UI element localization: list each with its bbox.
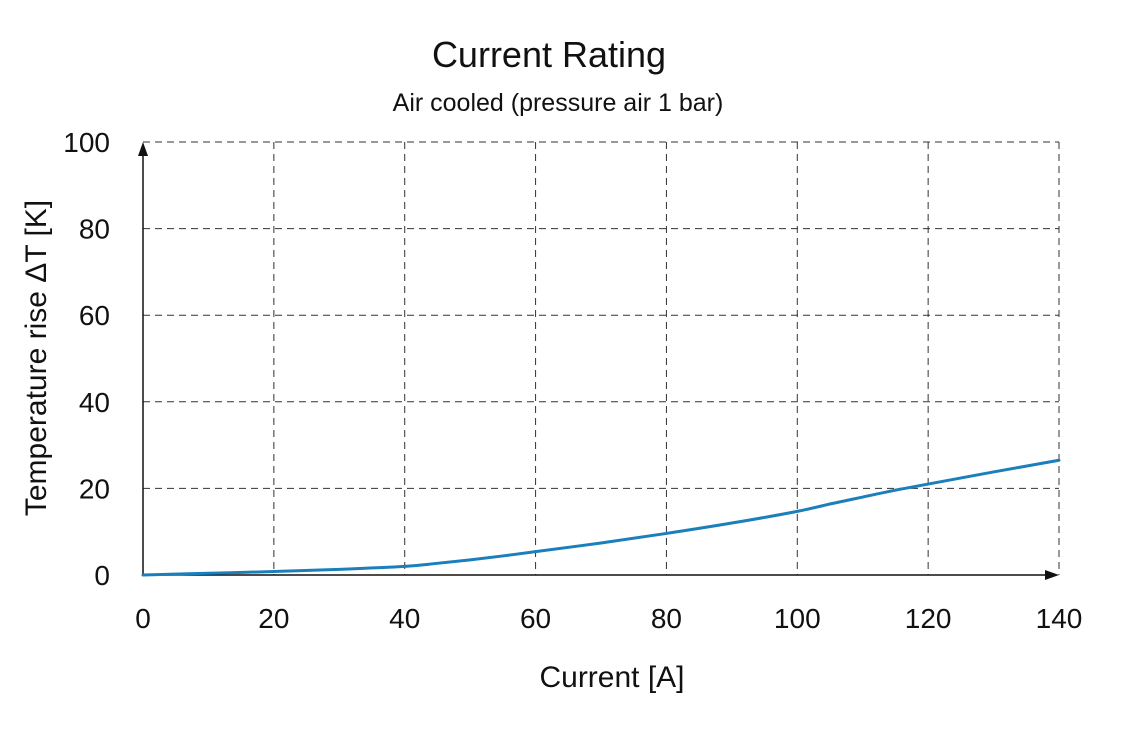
- series-line-0: [141, 458, 1061, 577]
- y-axis-arrow: [138, 142, 148, 156]
- axes: [138, 142, 1059, 580]
- x-tick-label: 140: [1036, 603, 1083, 634]
- x-tick-label: 120: [905, 603, 952, 634]
- y-tick-label: 80: [79, 214, 110, 245]
- x-axis-arrow: [1045, 570, 1059, 580]
- y-tick-label: 40: [79, 387, 110, 418]
- y-tick-label: 60: [79, 300, 110, 331]
- y-axis-label: Temperature rise ΔT [K]: [20, 200, 53, 516]
- x-tick-label: 40: [389, 603, 420, 634]
- data-series: [141, 458, 1061, 577]
- x-tick-label: 60: [520, 603, 551, 634]
- x-axis-label: Current [A]: [539, 661, 684, 694]
- x-tick-label: 100: [774, 603, 821, 634]
- grid-lines: [143, 141, 1060, 575]
- chart-subtitle: Air cooled (pressure air 1 bar): [393, 89, 724, 117]
- x-tick-label: 80: [651, 603, 682, 634]
- x-tick-label: 20: [258, 603, 289, 634]
- y-tick-label: 0: [94, 560, 110, 591]
- x-tick-label: 0: [135, 603, 151, 634]
- tick-labels: 0 20 40 60 80 100 120 140 0 20 40 60 80 100: [63, 127, 1082, 634]
- y-tick-label: 100: [63, 127, 110, 158]
- chart-title: Current Rating: [432, 34, 666, 75]
- y-tick-label: 20: [79, 473, 110, 504]
